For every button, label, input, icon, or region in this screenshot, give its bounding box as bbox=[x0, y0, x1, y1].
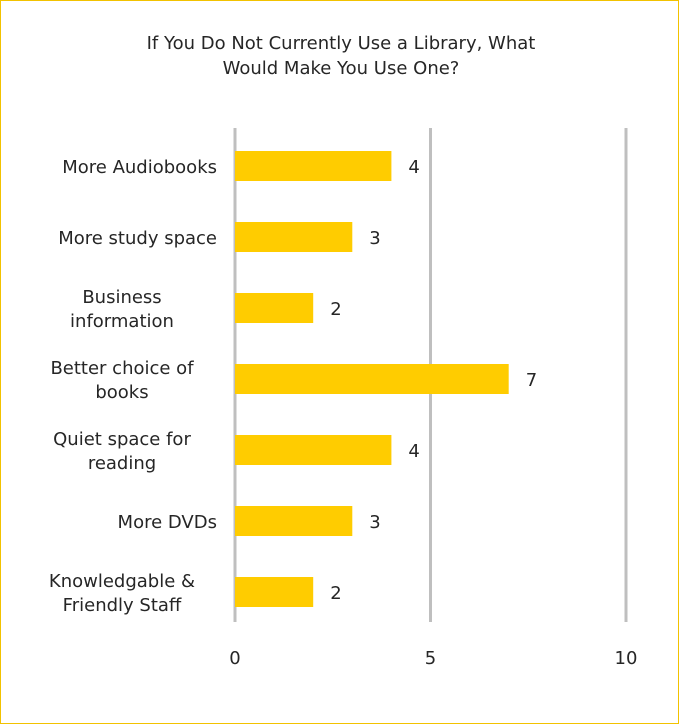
chart-title-line-2: Would Make You Use One? bbox=[222, 58, 460, 79]
bar bbox=[235, 151, 392, 181]
category-label: Quiet space for reading bbox=[53, 429, 191, 474]
bar bbox=[235, 222, 353, 252]
x-tick-label: 10 bbox=[615, 648, 638, 669]
x-tick-label: 0 bbox=[229, 648, 240, 669]
x-tick-labels: 0 5 10 bbox=[229, 648, 637, 669]
value-label: 4 bbox=[408, 441, 419, 462]
category-label: More Audiobooks bbox=[62, 157, 217, 178]
x-tick-label: 5 bbox=[425, 648, 436, 669]
value-label: 7 bbox=[526, 370, 537, 391]
chart-title-line-1: If You Do Not Currently Use a Library, W… bbox=[146, 33, 536, 54]
bar bbox=[235, 435, 392, 465]
category-label: More DVDs bbox=[118, 512, 217, 533]
chart-title: If You Do Not Currently Use a Library, W… bbox=[41, 31, 641, 81]
value-label: 3 bbox=[369, 512, 380, 533]
value-labels: 4 3 2 7 4 3 2 bbox=[330, 157, 537, 604]
bar bbox=[235, 506, 353, 536]
bars bbox=[235, 151, 509, 607]
category-label: Knowledgable & Friendly Staff bbox=[49, 571, 195, 616]
category-label: Better choice of books bbox=[50, 358, 194, 403]
category-labels: More Audiobooks More study space Business i… bbox=[49, 157, 217, 616]
category-label: Business information bbox=[70, 287, 174, 332]
value-label: 4 bbox=[408, 157, 419, 178]
value-label: 2 bbox=[330, 299, 341, 320]
category-label: More study space bbox=[58, 228, 217, 249]
value-label: 3 bbox=[369, 228, 380, 249]
value-label: 2 bbox=[330, 583, 341, 604]
bar bbox=[235, 364, 509, 394]
bar bbox=[235, 293, 314, 323]
bar bbox=[235, 577, 314, 607]
